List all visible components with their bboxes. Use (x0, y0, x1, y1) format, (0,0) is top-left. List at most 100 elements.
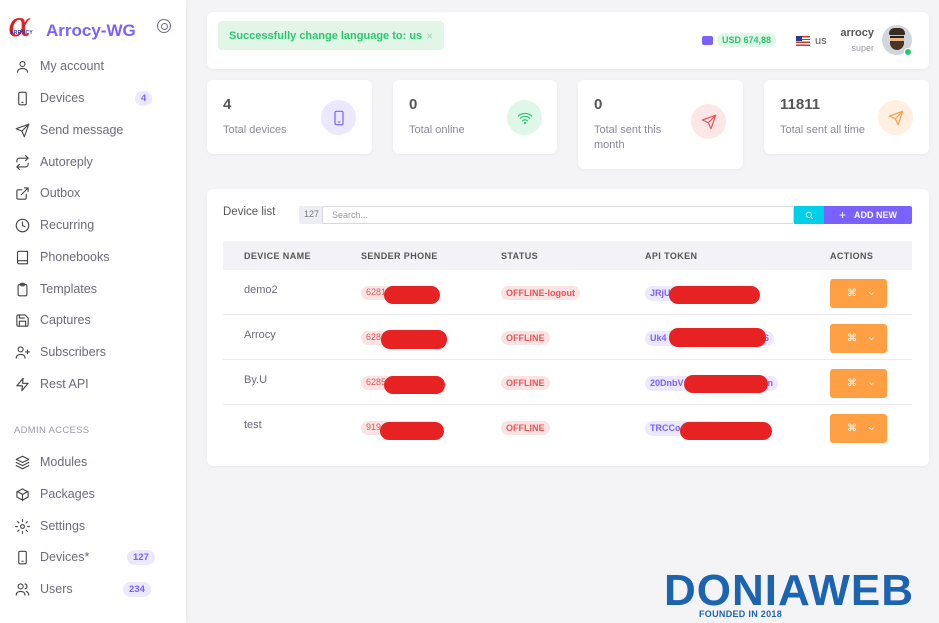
admin-device-count-badge: 127 (127, 549, 155, 565)
stat-card-sent-all-time: 11811 Total sent all time (764, 80, 929, 154)
device-list-panel: Device list 127 + ADD NEW DEVICE NAME SE… (207, 189, 929, 466)
sidebar-item-devices[interactable]: Devices 4 (14, 87, 174, 109)
chevron-down-icon (868, 292, 875, 296)
sidebar-item-label: Recurring (40, 218, 95, 232)
repeat-icon (14, 154, 30, 170)
search-input[interactable] (322, 206, 794, 224)
status-badge: OFFLINE (501, 331, 550, 345)
toast-message: Successfully change language to: us (229, 29, 423, 42)
sidebar-item-my-account[interactable]: My account (14, 55, 174, 77)
table-row: test 919 OFFLINE TRCCo ⌘ (223, 405, 912, 450)
stat-value: 0 (594, 96, 603, 113)
sidebar-item-label: Autoreply (40, 155, 93, 169)
table-row: demo2 6281 OFFLINE-logout JRjU ⌘ (223, 270, 912, 315)
sidebar-item-templates[interactable]: Templates (14, 278, 174, 300)
device-icon (14, 549, 30, 565)
user-plus-icon (14, 344, 30, 360)
sidebar-item-label: Modules (40, 455, 88, 469)
stat-value: 4 (223, 96, 232, 113)
sidebar-item-recurring[interactable]: Recurring (14, 214, 174, 236)
redaction-mark (680, 422, 772, 440)
section-title-admin: ADMIN ACCESS (14, 425, 90, 436)
brand-logo-text: ARROCY (10, 30, 33, 36)
device-name: demo2 (244, 284, 278, 296)
stat-label: Total sent all time (780, 124, 865, 136)
stat-card-total-online: 0 Total online (393, 80, 557, 154)
column-header[interactable]: DEVICE NAME (244, 251, 311, 261)
avatar[interactable] (882, 25, 912, 55)
sidebar-item-captures[interactable]: Captures (14, 309, 174, 331)
users-icon (14, 581, 30, 597)
wallet-balance[interactable]: USD 674,88 (702, 33, 777, 47)
stat-value: 11811 (780, 96, 821, 113)
sidebar-item-users[interactable]: Users 234 (14, 578, 174, 600)
sidebar-item-settings[interactable]: Settings (14, 515, 174, 537)
sidebar-item-label: Phonebooks (40, 250, 110, 264)
chevron-down-icon (868, 337, 875, 341)
brand-logo: α ARROCY (8, 5, 33, 45)
balance-amount: USD 674,88 (717, 33, 777, 47)
collapse-sidebar-icon[interactable] (157, 19, 171, 33)
close-icon[interactable]: × (426, 28, 434, 43)
sidebar-item-subscribers[interactable]: Subscribers (14, 341, 174, 363)
chevron-down-icon (868, 427, 875, 431)
brand-name: Arrocy-WG (46, 21, 136, 40)
online-status-dot (904, 48, 912, 56)
actions-dropdown-button[interactable]: ⌘ (830, 279, 887, 308)
column-header[interactable]: API TOKEN (645, 251, 698, 261)
external-link-icon (14, 185, 30, 201)
table-row: By.U 6285 OFFLINE 20DnbV n ⌘ (223, 360, 912, 405)
column-header[interactable]: STATUS (501, 251, 539, 261)
brand[interactable]: α ARROCY Arrocy-WG (8, 5, 136, 48)
sidebar-item-outbox[interactable]: Outbox (14, 182, 174, 204)
plus-icon: + (838, 208, 846, 222)
zap-icon (14, 376, 30, 392)
sidebar-item-label: Devices* (40, 550, 90, 564)
layers-icon (14, 454, 30, 470)
redaction-mark (384, 376, 445, 394)
column-header[interactable]: SENDER PHONE (361, 251, 438, 261)
user-name[interactable]: arrocy (840, 27, 874, 39)
sidebar-item-admin-devices[interactable]: Devices* 127 (14, 546, 174, 568)
status-badge: OFFLINE (501, 376, 550, 390)
sidebar-item-label: Outbox (40, 186, 81, 200)
user-icon (14, 58, 30, 74)
watermark-text: DONIAWEB (664, 566, 914, 615)
us-flag-icon (796, 36, 810, 46)
sidebar-item-rest-api[interactable]: Rest API (14, 373, 174, 395)
redaction-mark (380, 422, 444, 440)
sidebar-item-label: My account (40, 59, 104, 73)
chevron-down-icon (868, 382, 875, 386)
sidebar-item-phonebooks[interactable]: Phonebooks (14, 246, 174, 268)
settings-icon (14, 518, 30, 534)
add-new-button[interactable]: + ADD NEW (824, 206, 912, 224)
sidebar-item-label: Subscribers (40, 345, 106, 359)
sidebar-item-label: Settings (40, 519, 86, 533)
search-icon (805, 211, 813, 219)
status-badge: OFFLINE-logout (501, 286, 580, 300)
language-selector[interactable]: us (796, 35, 827, 47)
stat-card-total-devices: 4 Total devices (207, 80, 372, 154)
actions-dropdown-button[interactable]: ⌘ (830, 324, 887, 353)
sidebar-item-packages[interactable]: Packages (14, 483, 174, 505)
search-button[interactable] (794, 206, 824, 224)
device-icon (321, 100, 356, 135)
actions-dropdown-button[interactable]: ⌘ (830, 369, 887, 398)
user-role: super (851, 43, 874, 53)
sidebar-item-label: Captures (40, 313, 91, 327)
command-icon: ⌘ (847, 288, 857, 299)
sidebar-item-modules[interactable]: Modules (14, 451, 174, 473)
send-icon (878, 100, 913, 135)
wallet-icon (702, 35, 713, 45)
sidebar: α ARROCY Arrocy-WG My account Devices 4 … (0, 0, 186, 623)
column-header: ACTIONS (830, 251, 874, 261)
book-icon (14, 249, 30, 265)
actions-dropdown-button[interactable]: ⌘ (830, 414, 887, 443)
sidebar-item-autoreply[interactable]: Autoreply (14, 151, 174, 173)
device-name: Arrocy (244, 329, 276, 341)
stat-card-sent-month: 0 Total sent this month (578, 80, 743, 169)
sidebar-item-send-message[interactable]: Send message (14, 119, 174, 141)
add-new-label: ADD NEW (854, 210, 897, 220)
status-badge: OFFLINE (501, 421, 550, 435)
command-icon: ⌘ (847, 423, 857, 434)
